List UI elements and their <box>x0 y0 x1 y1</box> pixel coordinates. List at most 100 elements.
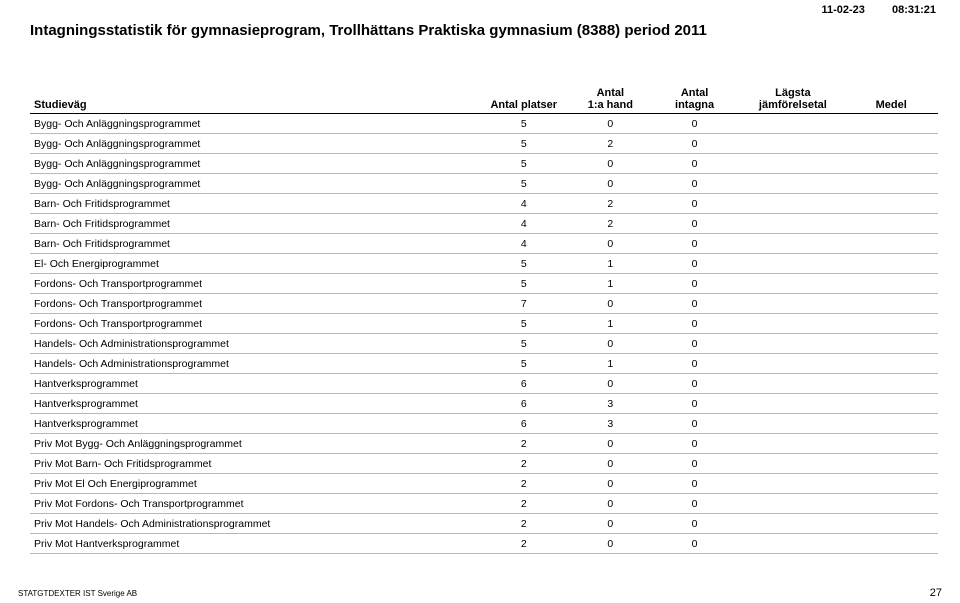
cell-jamforelsetal <box>741 274 844 294</box>
cell-medel <box>844 154 938 174</box>
cell-name: Priv Mot Bygg- Och Anläggningsprogrammet <box>30 434 475 454</box>
cell-jamforelsetal <box>741 534 844 554</box>
cell-name: Handels- Och Administrationsprogrammet <box>30 334 475 354</box>
cell-platser: 5 <box>475 174 573 194</box>
cell-1a-hand: 0 <box>573 294 648 314</box>
cell-medel <box>844 434 938 454</box>
stats-table-wrap: Studieväg Antal platser Antal 1:a hand A… <box>30 87 942 554</box>
col-lagsta-jamforelsetal: Lägsta jämförelsetal <box>741 87 844 114</box>
table-row: Barn- Och Fritidsprogrammet420 <box>30 214 938 234</box>
col-antal-1a-hand-l1: Antal <box>597 87 625 99</box>
cell-platser: 2 <box>475 534 573 554</box>
cell-name: Priv Mot Fordons- Och Transportprogramme… <box>30 494 475 514</box>
cell-medel <box>844 234 938 254</box>
cell-name: Hantverksprogrammet <box>30 414 475 434</box>
cell-medel <box>844 254 938 274</box>
col-antal-1a-hand-l2: 1:a hand <box>588 99 633 111</box>
cell-intagna: 0 <box>648 234 742 254</box>
cell-platser: 2 <box>475 514 573 534</box>
cell-platser: 6 <box>475 374 573 394</box>
cell-1a-hand: 0 <box>573 534 648 554</box>
cell-jamforelsetal <box>741 354 844 374</box>
cell-platser: 4 <box>475 194 573 214</box>
cell-name: Hantverksprogrammet <box>30 394 475 414</box>
cell-1a-hand: 3 <box>573 394 648 414</box>
col-antal-intagna: Antal intagna <box>648 87 742 114</box>
cell-1a-hand: 0 <box>573 454 648 474</box>
cell-jamforelsetal <box>741 114 844 134</box>
cell-jamforelsetal <box>741 154 844 174</box>
cell-1a-hand: 1 <box>573 274 648 294</box>
print-timestamp: 11-02-23 08:31:21 <box>821 4 936 16</box>
cell-jamforelsetal <box>741 474 844 494</box>
cell-name: Barn- Och Fritidsprogrammet <box>30 194 475 214</box>
cell-jamforelsetal <box>741 174 844 194</box>
cell-medel <box>844 314 938 334</box>
cell-platser: 5 <box>475 114 573 134</box>
cell-name: El- Och Energiprogrammet <box>30 254 475 274</box>
cell-medel <box>844 274 938 294</box>
cell-1a-hand: 0 <box>573 334 648 354</box>
cell-1a-hand: 0 <box>573 474 648 494</box>
cell-platser: 2 <box>475 454 573 474</box>
stats-table: Studieväg Antal platser Antal 1:a hand A… <box>30 87 938 554</box>
table-row: Hantverksprogrammet630 <box>30 394 938 414</box>
table-row: Barn- Och Fritidsprogrammet420 <box>30 194 938 214</box>
print-date: 11-02-23 <box>821 4 864 16</box>
cell-medel <box>844 214 938 234</box>
cell-medel <box>844 414 938 434</box>
table-row: Fordons- Och Transportprogrammet700 <box>30 294 938 314</box>
cell-jamforelsetal <box>741 314 844 334</box>
cell-1a-hand: 1 <box>573 354 648 374</box>
cell-1a-hand: 0 <box>573 114 648 134</box>
cell-jamforelsetal <box>741 234 844 254</box>
cell-platser: 7 <box>475 294 573 314</box>
cell-medel <box>844 354 938 374</box>
cell-jamforelsetal <box>741 434 844 454</box>
cell-name: Priv Mot Barn- Och Fritidsprogrammet <box>30 454 475 474</box>
cell-jamforelsetal <box>741 194 844 214</box>
cell-1a-hand: 2 <box>573 134 648 154</box>
cell-platser: 6 <box>475 394 573 414</box>
cell-name: Handels- Och Administrationsprogrammet <box>30 354 475 374</box>
footer-system: STATGTDEXTER IST Sverige AB <box>18 589 137 598</box>
cell-medel <box>844 114 938 134</box>
cell-1a-hand: 1 <box>573 314 648 334</box>
cell-medel <box>844 134 938 154</box>
table-row: El- Och Energiprogrammet510 <box>30 254 938 274</box>
table-row: Handels- Och Administrationsprogrammet50… <box>30 334 938 354</box>
cell-1a-hand: 0 <box>573 154 648 174</box>
table-row: Fordons- Och Transportprogrammet510 <box>30 314 938 334</box>
table-row: Priv Mot Hantverksprogrammet200 <box>30 534 938 554</box>
cell-1a-hand: 2 <box>573 194 648 214</box>
cell-name: Priv Mot Hantverksprogrammet <box>30 534 475 554</box>
page-title: Intagningsstatistik för gymnasieprogram,… <box>30 22 942 39</box>
cell-jamforelsetal <box>741 414 844 434</box>
table-row: Hantverksprogrammet600 <box>30 374 938 394</box>
col-antal-1a-hand: Antal 1:a hand <box>573 87 648 114</box>
col-medel: Medel <box>844 87 938 114</box>
cell-jamforelsetal <box>741 334 844 354</box>
cell-1a-hand: 0 <box>573 434 648 454</box>
table-row: Fordons- Och Transportprogrammet510 <box>30 274 938 294</box>
cell-intagna: 0 <box>648 314 742 334</box>
table-header-row: Studieväg Antal platser Antal 1:a hand A… <box>30 87 938 114</box>
cell-jamforelsetal <box>741 374 844 394</box>
cell-name: Hantverksprogrammet <box>30 374 475 394</box>
cell-name: Barn- Och Fritidsprogrammet <box>30 214 475 234</box>
cell-name: Priv Mot El Och Energiprogrammet <box>30 474 475 494</box>
cell-intagna: 0 <box>648 334 742 354</box>
cell-1a-hand: 0 <box>573 494 648 514</box>
col-antal-platser: Antal platser <box>475 87 573 114</box>
cell-platser: 4 <box>475 214 573 234</box>
cell-intagna: 0 <box>648 254 742 274</box>
cell-medel <box>844 394 938 414</box>
table-row: Handels- Och Administrationsprogrammet51… <box>30 354 938 374</box>
col-lagsta-l2: jämförelsetal <box>759 99 827 111</box>
cell-intagna: 0 <box>648 274 742 294</box>
cell-jamforelsetal <box>741 214 844 234</box>
cell-medel <box>844 454 938 474</box>
cell-medel <box>844 294 938 314</box>
table-row: Priv Mot El Och Energiprogrammet200 <box>30 474 938 494</box>
cell-intagna: 0 <box>648 174 742 194</box>
